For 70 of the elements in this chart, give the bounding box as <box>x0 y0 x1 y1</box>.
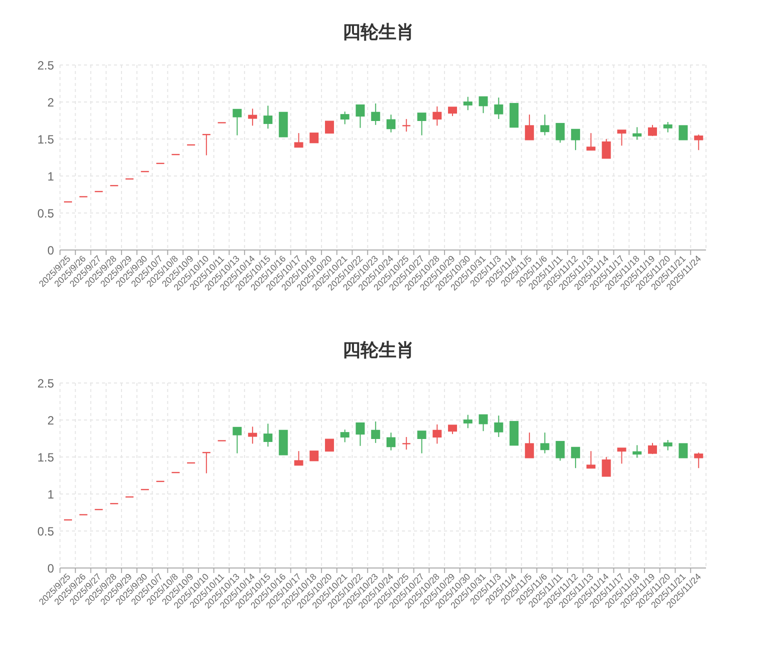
candlestick <box>402 436 411 450</box>
candlestick <box>540 114 550 136</box>
candlestick <box>386 432 396 451</box>
candlestick <box>602 456 611 477</box>
candlestick <box>463 414 472 429</box>
y-tick-label: 2.5 <box>37 58 54 72</box>
candlestick <box>632 126 642 140</box>
candlestick <box>432 106 442 126</box>
candlestick <box>478 414 488 432</box>
candlestick <box>232 108 242 136</box>
candlestick <box>356 104 365 128</box>
candlestick <box>571 128 580 151</box>
candlestick <box>432 424 442 444</box>
candlestick <box>678 443 688 458</box>
candlestick <box>248 426 258 444</box>
candlestick <box>494 97 504 120</box>
candlestick <box>556 440 565 462</box>
candlestick <box>586 132 596 151</box>
y-tick-label: 0.5 <box>37 206 54 220</box>
y-tick-label: 2 <box>47 95 54 110</box>
candlestick <box>694 452 704 469</box>
candlestick <box>663 439 672 451</box>
candlestick <box>294 132 304 148</box>
candlestick <box>694 134 704 151</box>
candlestick <box>371 420 380 444</box>
candlestick <box>386 114 396 133</box>
candlestick <box>340 111 350 125</box>
candlestick <box>478 96 488 114</box>
y-tick-label: 1.5 <box>37 132 54 146</box>
candlestick <box>417 430 426 454</box>
y-tick-label: 1 <box>47 169 54 184</box>
candlestick <box>402 118 411 132</box>
y-tick-label: 0 <box>47 243 54 258</box>
candlestick <box>678 125 688 140</box>
y-tick-label: 2 <box>47 413 54 428</box>
candlestick <box>356 422 365 446</box>
candlestick <box>463 96 472 111</box>
candlestick <box>371 102 380 126</box>
y-tick-label: 1 <box>47 487 54 502</box>
candlestick <box>310 132 319 144</box>
candlestick <box>263 105 272 130</box>
candlestick <box>494 415 504 438</box>
candlestick <box>248 108 258 126</box>
candlestick <box>324 438 334 452</box>
candlestick <box>510 102 519 128</box>
candlestick <box>663 121 672 133</box>
candlestick <box>324 120 334 134</box>
candlestick <box>571 446 580 469</box>
candlestick <box>586 450 596 469</box>
candlestick <box>617 130 626 146</box>
candlestick <box>310 450 319 462</box>
y-tick-label: 0 <box>47 561 54 576</box>
y-tick-label: 0.5 <box>37 524 54 538</box>
candlestick <box>510 420 519 446</box>
candlestick <box>340 429 350 443</box>
candlestick <box>556 122 565 144</box>
y-tick-label: 1.5 <box>37 450 54 464</box>
y-tick-label: 2.5 <box>37 376 54 390</box>
candlestick <box>417 112 426 136</box>
candlestick <box>294 450 304 466</box>
candlestick <box>524 432 534 458</box>
candlestick <box>617 448 626 464</box>
chart-title: 四轮生肖 <box>342 21 416 43</box>
candlestick <box>232 426 242 454</box>
candlestick <box>524 114 534 140</box>
candlestick <box>540 432 550 454</box>
candlestick <box>263 423 272 448</box>
candlestick <box>632 444 642 458</box>
candlestick <box>602 138 611 159</box>
chart-title: 四轮生肖 <box>342 339 416 361</box>
